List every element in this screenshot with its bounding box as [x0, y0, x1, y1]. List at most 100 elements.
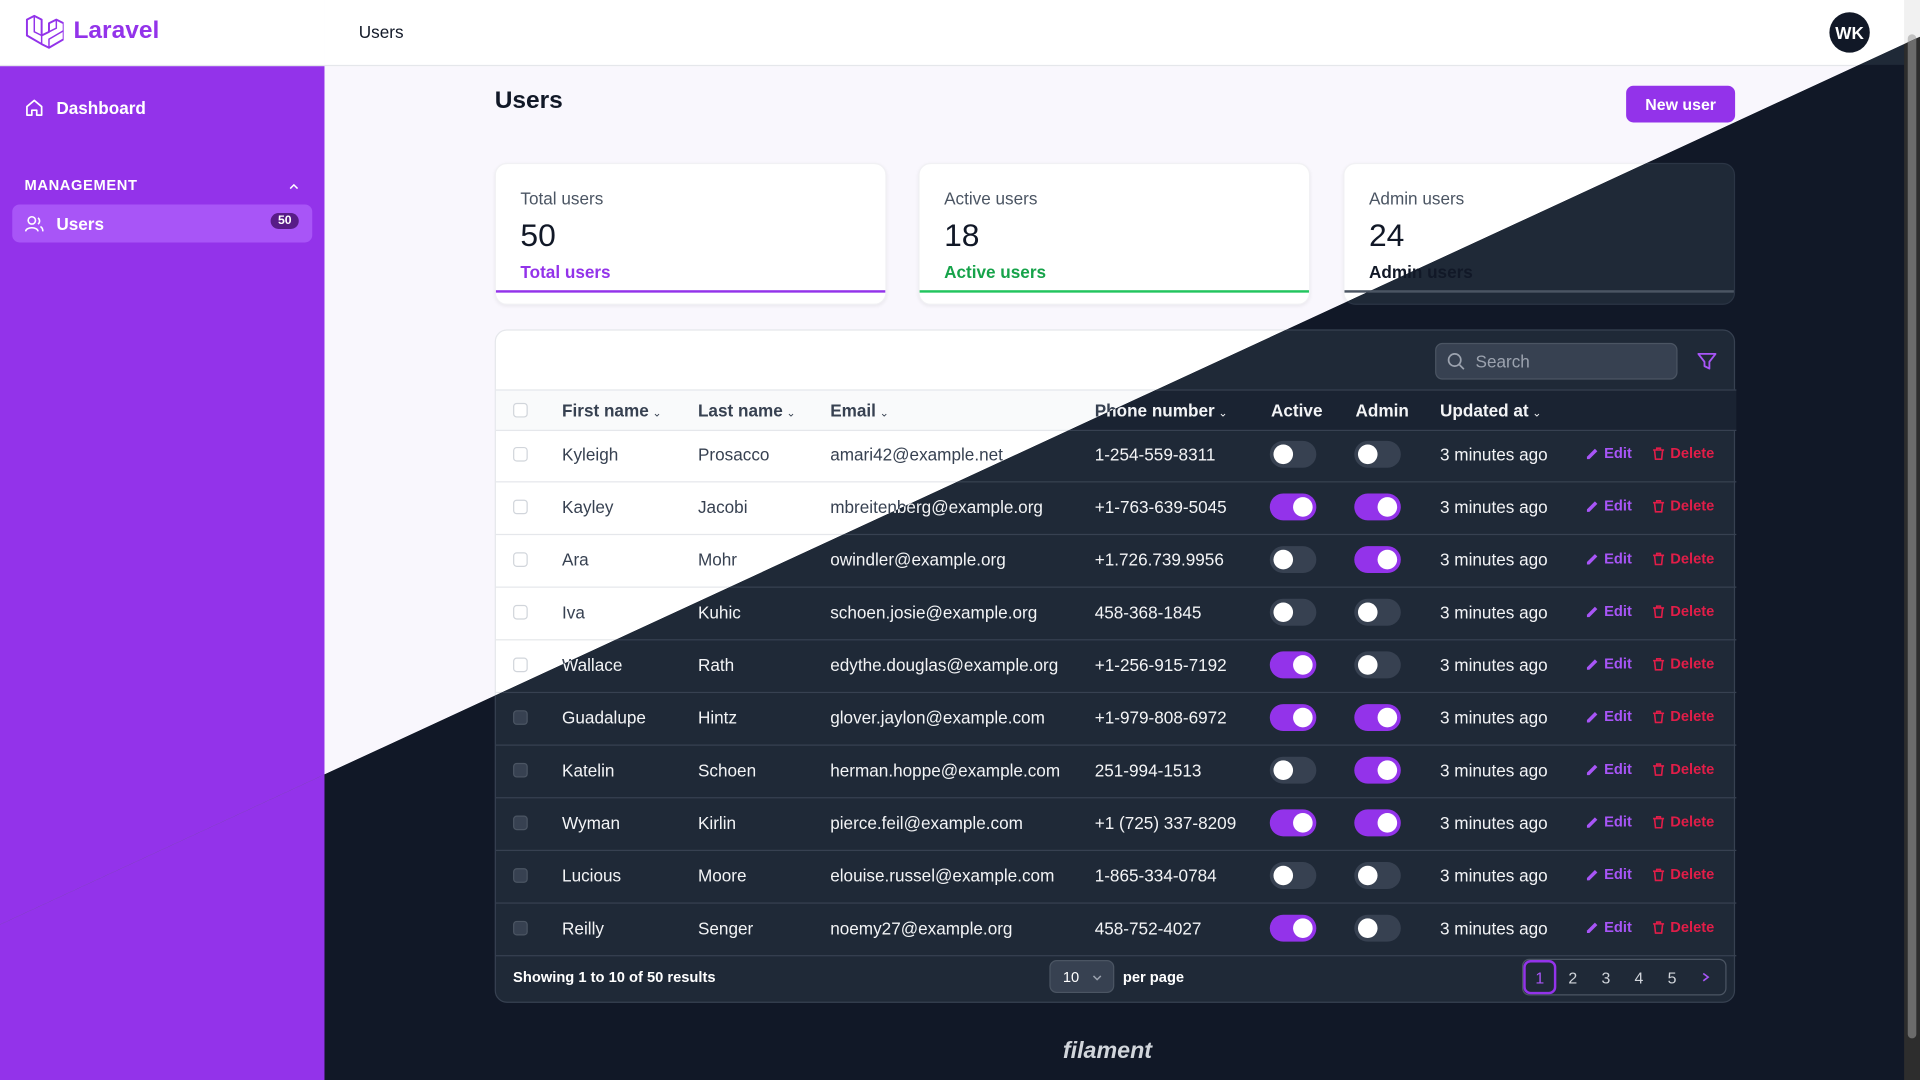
edit-button[interactable]: Edit	[1586, 918, 1632, 936]
column-email[interactable]: Email⌄	[830, 400, 889, 420]
sidebar: Laravel Dashboard MANAGEMENT Users 50	[0, 0, 325, 925]
admin-toggle[interactable]	[1354, 493, 1401, 521]
active-toggle[interactable]	[1269, 756, 1317, 784]
page-button-5[interactable]: 5	[1667, 967, 1677, 987]
table-row[interactable]: Ara Mohr owindler@example.org +1.726.739…	[495, 534, 1737, 588]
delete-button[interactable]: Delete	[1652, 655, 1714, 672]
delete-button[interactable]: Delete	[1652, 708, 1714, 725]
row-checkbox[interactable]	[513, 499, 528, 515]
page-button-3[interactable]: 3	[1601, 967, 1611, 987]
column-phone[interactable]: Phone number⌄	[1095, 400, 1228, 420]
active-toggle[interactable]	[1269, 651, 1317, 679]
scrollbar-thumb[interactable]	[1907, 36, 1917, 1039]
trash-icon	[1653, 867, 1665, 881]
toggle-knob	[1273, 602, 1294, 623]
edit-button[interactable]: Edit	[1586, 760, 1632, 778]
active-toggle[interactable]	[1269, 546, 1317, 574]
delete-button[interactable]: Delete	[1652, 760, 1714, 778]
delete-button[interactable]: Delete	[1652, 444, 1714, 462]
active-toggle[interactable]	[1269, 440, 1317, 468]
admin-toggle[interactable]	[1354, 914, 1401, 942]
active-toggle[interactable]	[1269, 493, 1317, 521]
management-section-toggle[interactable]: MANAGEMENT	[24, 176, 299, 194]
column-first-name[interactable]: First name⌄	[562, 400, 662, 420]
delete-label: Delete	[1670, 602, 1715, 620]
filter-icon[interactable]	[1696, 350, 1718, 372]
edit-button[interactable]: Edit	[1586, 550, 1632, 567]
column-last-name[interactable]: Last name⌄	[698, 400, 796, 420]
select-all-checkbox[interactable]	[513, 402, 528, 418]
sort-icon: ⌄	[652, 406, 662, 419]
row-checkbox[interactable]	[513, 710, 528, 725]
edit-button[interactable]: Edit	[1586, 602, 1632, 620]
row-checkbox[interactable]	[513, 552, 528, 567]
admin-toggle[interactable]	[1354, 440, 1401, 468]
row-checkbox[interactable]	[513, 604, 528, 620]
table-row[interactable]: Reilly Senger noemy27@example.org 458-75…	[495, 902, 1737, 957]
next-page-button[interactable]	[1689, 960, 1722, 994]
nav-users[interactable]: Users 50	[12, 204, 313, 243]
admin-toggle[interactable]	[1354, 651, 1401, 679]
cell-email: owindler@example.org	[830, 549, 1006, 570]
delete-button[interactable]: Delete	[1652, 550, 1714, 567]
table-row[interactable]: Wyman Kirlin pierce.feil@example.com +1 …	[495, 797, 1737, 852]
admin-toggle[interactable]	[1354, 862, 1401, 889]
admin-toggle[interactable]	[1354, 546, 1401, 574]
row-checkbox[interactable]	[513, 762, 528, 778]
page-scrollbar[interactable]	[1904, 36, 1920, 1080]
column-label: Active	[1271, 400, 1323, 421]
active-toggle[interactable]	[1269, 598, 1317, 626]
cell-first-name: Iva	[562, 602, 585, 623]
user-avatar[interactable]: WK	[1829, 12, 1870, 53]
cell-first-name: Reilly	[562, 918, 604, 938]
delete-button[interactable]: Delete	[1652, 497, 1714, 514]
active-toggle[interactable]	[1269, 862, 1317, 889]
table-row[interactable]: Guadalupe Hintz glover.jaylon@example.co…	[495, 692, 1737, 746]
table-row[interactable]: Wallace Rath edythe.douglas@example.org …	[495, 639, 1737, 694]
edit-button[interactable]: Edit	[1586, 866, 1632, 883]
delete-button[interactable]: Delete	[1652, 813, 1714, 830]
trash-icon	[1653, 762, 1665, 776]
edit-button[interactable]: Edit	[1586, 655, 1632, 672]
page-button-1[interactable]: 1	[1523, 960, 1557, 995]
delete-label: Delete	[1670, 655, 1715, 673]
section-label: MANAGEMENT	[24, 176, 138, 194]
stat-accent-line	[919, 290, 1309, 293]
page-button-2[interactable]: 2	[1568, 967, 1578, 987]
page-button-4[interactable]: 4	[1634, 967, 1644, 987]
admin-toggle[interactable]	[1354, 704, 1401, 732]
nav-dashboard[interactable]: Dashboard	[24, 98, 146, 118]
delete-button[interactable]: Delete	[1652, 918, 1714, 936]
cell-last-name: Kuhic	[697, 602, 741, 623]
users-icon	[24, 215, 44, 232]
search-input[interactable]: Search	[1435, 342, 1678, 380]
row-checkbox[interactable]	[513, 446, 528, 462]
column-updated-at[interactable]: Updated at⌄	[1440, 400, 1541, 420]
row-checkbox[interactable]	[513, 815, 528, 831]
cell-phone: +1.726.739.9956	[1094, 549, 1224, 570]
edit-button[interactable]: Edit	[1586, 813, 1632, 830]
edit-button[interactable]: Edit	[1586, 708, 1632, 725]
row-checkbox[interactable]	[513, 920, 528, 936]
table-row[interactable]: Katelin Schoen herman.hoppe@example.com …	[495, 744, 1737, 799]
stat-accent-line	[1344, 290, 1734, 293]
row-checkbox[interactable]	[513, 657, 528, 673]
delete-button[interactable]: Delete	[1652, 866, 1714, 883]
active-toggle[interactable]	[1269, 704, 1317, 732]
row-checkbox[interactable]	[513, 868, 528, 883]
edit-button[interactable]: Edit	[1586, 444, 1632, 462]
edit-button[interactable]: Edit	[1586, 497, 1632, 514]
active-toggle[interactable]	[1269, 809, 1317, 837]
admin-toggle[interactable]	[1354, 809, 1401, 837]
cell-last-name: Kirlin	[697, 813, 737, 833]
stat-value: 50	[520, 216, 556, 254]
admin-toggle[interactable]	[1354, 756, 1401, 784]
sidebar-brand[interactable]: Laravel	[0, 0, 325, 67]
new-user-button[interactable]: New user	[1626, 85, 1736, 123]
active-toggle[interactable]	[1269, 914, 1317, 942]
admin-toggle[interactable]	[1354, 598, 1401, 626]
delete-button[interactable]: Delete	[1652, 602, 1715, 620]
table-row[interactable]: Lucious Moore elouise.russel@example.com…	[495, 850, 1737, 904]
per-page-select[interactable]: 10	[1049, 960, 1115, 994]
edit-label: Edit	[1604, 655, 1632, 673]
